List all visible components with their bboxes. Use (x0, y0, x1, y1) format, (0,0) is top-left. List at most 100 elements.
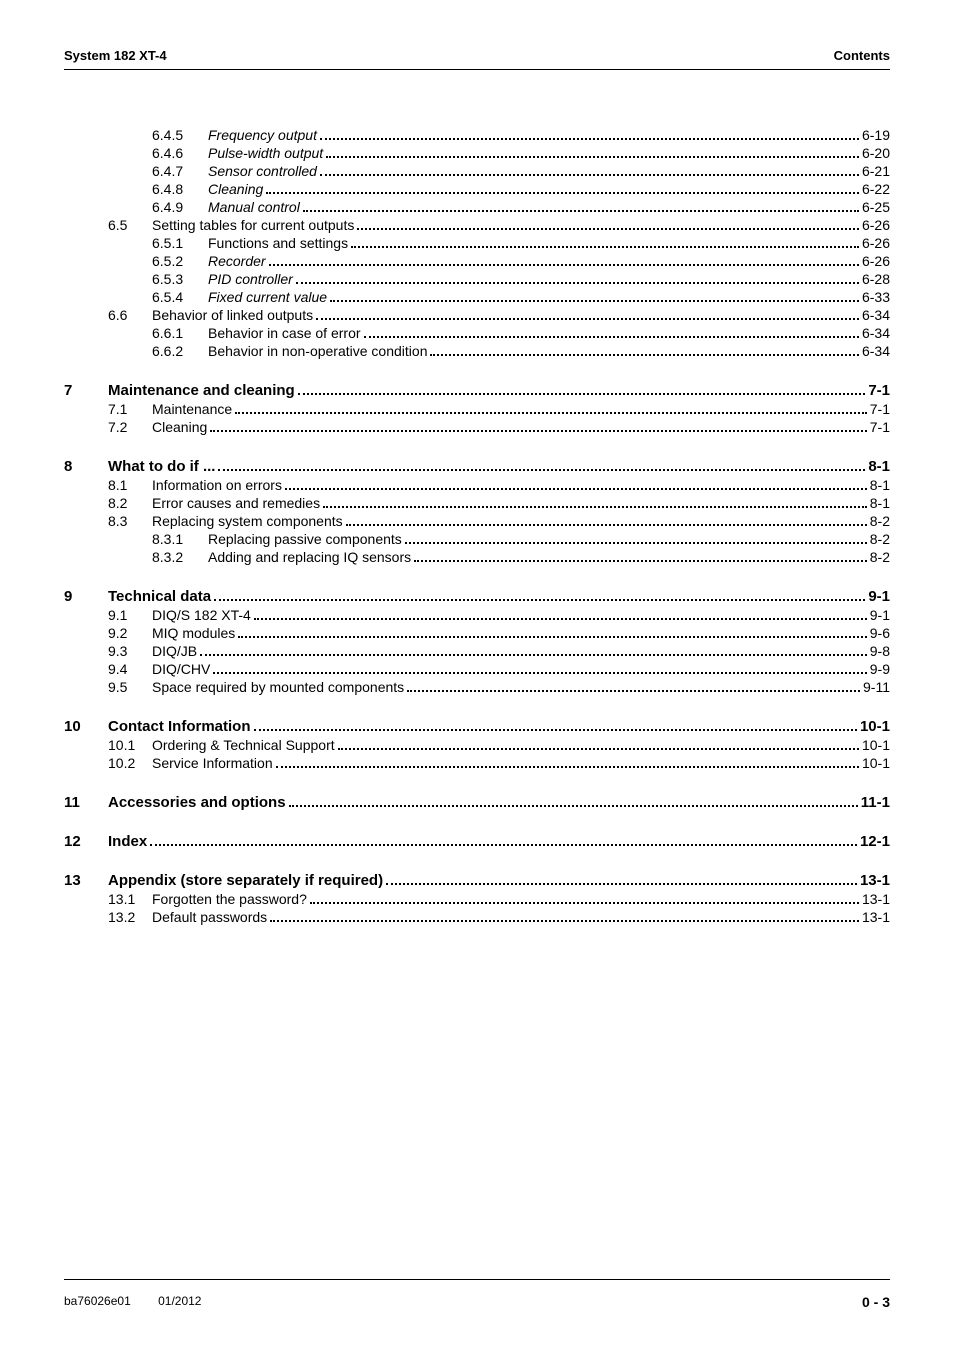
toc-entry-label: Recorder (208, 254, 266, 268)
toc-row: 6.6.1Behavior in case of error 6-34 (64, 326, 890, 341)
toc-entry-label: Maintenance and cleaning (108, 383, 295, 398)
toc-entry-page: 8-2 (870, 532, 890, 546)
toc-entry-label: Technical data (108, 589, 211, 604)
toc-leader (210, 421, 867, 432)
toc-row: 6.6.2Behavior in non-operative condition… (64, 344, 890, 359)
toc-entry-page: 8-2 (870, 514, 890, 528)
toc-entry-label: Sensor controlled (208, 164, 317, 178)
toc-entry-label: Index (108, 834, 147, 849)
header-right: Contents (834, 48, 890, 63)
toc-entry-number: 7 (64, 383, 108, 398)
toc-row: 8.3Replacing system components 8-2 (64, 514, 890, 529)
toc-entry-page: 6-26 (862, 236, 890, 250)
toc-entry-page: 9-1 (868, 589, 890, 604)
toc-leader (254, 609, 867, 620)
toc-entry-page: 9-9 (870, 662, 890, 676)
toc-row: 6.4.7Sensor controlled 6-21 (64, 164, 890, 179)
toc-entry-number: 9.1 (108, 608, 152, 622)
toc-entry-label: DIQ/CHV (152, 662, 210, 676)
toc-leader (430, 345, 858, 356)
toc-entry-number: 6.4.7 (152, 164, 208, 178)
toc-entry-label: Functions and settings (208, 236, 348, 250)
toc-entry-label: Accessories and options (108, 795, 286, 810)
header-left: System 182 XT-4 (64, 48, 167, 63)
table-of-contents: 6.4.5Frequency output 6-196.4.6Pulse-wid… (64, 128, 890, 925)
toc-entry-label: DIQ/JB (152, 644, 197, 658)
toc-row: 12Index 12-1 (64, 834, 890, 849)
toc-row: 8.1Information on errors 8-1 (64, 478, 890, 493)
toc-entry-number: 13 (64, 873, 108, 888)
toc-chapter: 7Maintenance and cleaning 7-1 7.1Maintena… (64, 383, 890, 435)
toc-entry-label: What to do if ... (108, 459, 215, 474)
toc-entry-number: 13.2 (108, 910, 152, 924)
toc-leader (200, 645, 867, 656)
toc-row: 9.2MIQ modules 9-6 (64, 626, 890, 641)
toc-entry-number: 9.2 (108, 626, 152, 640)
toc-chapter: 8What to do if ... 8-1 8.1Information on … (64, 459, 890, 565)
toc-entry-label: Contact Information (108, 719, 251, 734)
toc-entry-number: 9.3 (108, 644, 152, 658)
toc-entry-page: 10-1 (860, 719, 890, 734)
toc-leader (296, 273, 859, 284)
toc-leader (316, 309, 859, 320)
toc-entry-label: Behavior in case of error (208, 326, 361, 340)
toc-entry-number: 12 (64, 834, 108, 849)
toc-entry-page: 6-34 (862, 326, 890, 340)
toc-entry-number: 13.1 (108, 892, 152, 906)
toc-row: 7.1Maintenance 7-1 (64, 402, 890, 417)
toc-entry-label: Cleaning (208, 182, 263, 196)
toc-row: 9.4DIQ/CHV 9-9 (64, 662, 890, 677)
toc-row: 9Technical data 9-1 (64, 589, 890, 604)
toc-entry-page: 7-1 (870, 420, 890, 434)
toc-leader (214, 589, 865, 601)
toc-entry-label: Setting tables for current outputs (152, 218, 354, 232)
toc-entry-label: Forgotten the password? (152, 892, 307, 906)
toc-entry-page: 6-34 (862, 308, 890, 322)
toc-leader (351, 237, 859, 248)
toc-entry-number: 6.4.9 (152, 200, 208, 214)
toc-entry-label: Pulse-width output (208, 146, 323, 160)
toc-entry-label: DIQ/S 182 XT-4 (152, 608, 251, 622)
toc-entry-number: 8 (64, 459, 108, 474)
toc-leader (407, 681, 860, 692)
toc-entry-page: 6-22 (862, 182, 890, 196)
toc-entry-number: 10 (64, 719, 108, 734)
toc-leader (357, 219, 859, 230)
toc-leader (320, 165, 859, 176)
toc-leader (364, 327, 859, 338)
toc-entry-page: 6-19 (862, 128, 890, 142)
toc-entry-page: 6-34 (862, 344, 890, 358)
toc-entry-number: 6.4.5 (152, 128, 208, 142)
toc-entry-page: 9-11 (863, 680, 890, 694)
toc-entry-page: 13-1 (862, 910, 890, 924)
toc-entry-page: 13-1 (860, 873, 890, 888)
toc-row: 6.4.9Manual control 6-25 (64, 200, 890, 215)
toc-row: 13Appendix (store separately if required… (64, 873, 890, 888)
toc-entry-number: 6.5.1 (152, 236, 208, 250)
toc-row: 13.1Forgotten the password? 13-1 (64, 892, 890, 907)
toc-row: 6.4.8Cleaning 6-22 (64, 182, 890, 197)
toc-row: 9.5Space required by mounted components … (64, 680, 890, 695)
toc-entry-number: 6.6.2 (152, 344, 208, 358)
toc-entry-label: Replacing passive components (208, 532, 402, 546)
toc-entry-page: 6-21 (862, 164, 890, 178)
footer-left: ba76026e01 01/2012 (64, 1294, 225, 1310)
toc-leader (269, 255, 859, 266)
toc-leader (405, 533, 867, 544)
toc-row: 10.1Ordering & Technical Support 10-1 (64, 738, 890, 753)
toc-row: 8.2Error causes and remedies 8-1 (64, 496, 890, 511)
toc-entry-page: 8-1 (868, 459, 890, 474)
toc-row: 6.4.6Pulse-width output 6-20 (64, 146, 890, 161)
toc-entry-page: 9-6 (870, 626, 890, 640)
toc-leader (330, 291, 859, 302)
toc-row: 13.2Default passwords 13-1 (64, 910, 890, 925)
toc-entry-number: 9.5 (108, 680, 152, 694)
toc-leader (298, 383, 866, 395)
toc-entry-page: 13-1 (862, 892, 890, 906)
toc-entry-label: Cleaning (152, 420, 207, 434)
toc-entry-label: Maintenance (152, 402, 232, 416)
page-header: System 182 XT-4 Contents (64, 48, 890, 70)
toc-row: 6.5.4Fixed current value 6-33 (64, 290, 890, 305)
toc-entry-number: 6.5.3 (152, 272, 208, 286)
toc-entry-number: 11 (64, 795, 108, 810)
